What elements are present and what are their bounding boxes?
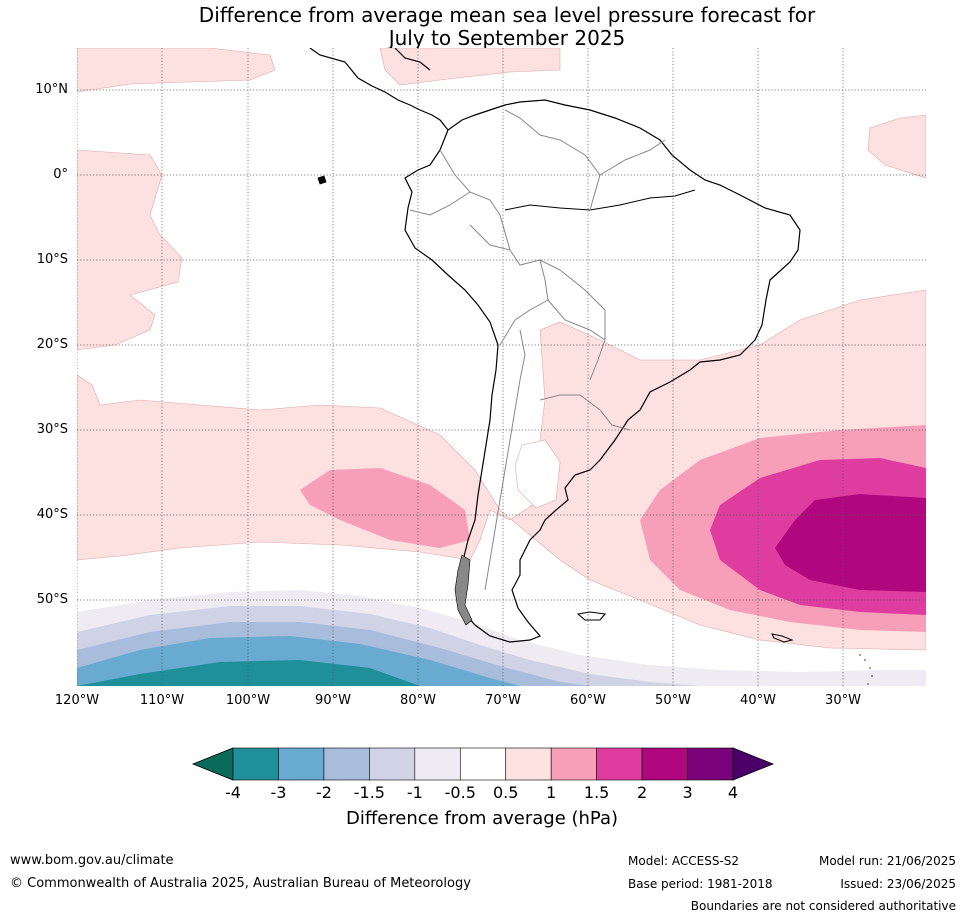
model-name: Model: ACCESS-S2 [628,854,740,868]
colorbar-cell [278,747,325,781]
galapagos-islands [317,175,327,185]
model-run-date: Model run: 21/06/2025 [818,854,956,868]
colorbar-tick-label: 1.5 [583,783,610,802]
country-borders [409,109,666,591]
lon-label-60w: 60°W [570,693,606,708]
title-line-1: Difference from average mean sea level p… [198,3,816,27]
central-america-coastline [309,48,449,131]
colorbar-tick-label: 0.5 [492,783,519,802]
lat-label-10s: 10°S [36,252,68,267]
lon-label-50w: 50°W [655,693,691,708]
anomaly-region-pink-equatorial-atlantic [867,114,926,179]
boundary-disclaimer: Boundaries are not considered authoritat… [690,899,956,913]
colorbar-cell [414,747,461,781]
colorbar-tick-label: -2 [315,783,332,802]
chile-fjords [454,554,473,626]
lon-label-90w: 90°W [315,693,351,708]
colorbar-cell [641,747,688,781]
lon-label-100w: 100°W [225,693,271,708]
base-period: Base period: 1981-2018 [628,877,773,891]
colorbar-tick-label: -4 [225,783,241,802]
anomaly-region-white-argentina [514,439,561,509]
lat-label-0: 0° [53,167,68,182]
falkland-islands [576,611,607,621]
colorbar-tick-label: -3 [270,783,287,802]
colorbar-tick-label: 1 [546,783,557,802]
south-georgia [771,633,794,643]
title-line-2: July to September 2025 [388,26,626,50]
pressure-anomaly-map [77,48,926,686]
issued-date: Issued: 23/06/2025 [840,877,956,891]
colorbar-arrow-low [191,747,234,781]
colorbar-cell [550,747,597,781]
lon-label-40w: 40°W [740,693,776,708]
lat-label-30s: 30°S [36,422,68,437]
colorbar-cell [687,747,734,781]
colorbar-tick-label: -0.5 [444,783,476,802]
colorbar [191,747,775,781]
copyright-text: © Commonwealth of Australia 2025, Austra… [10,876,471,891]
colorbar-tick-label: -1 [406,783,423,802]
colorbar-cell [323,747,370,781]
graticule [77,48,926,686]
south-america-coastline [404,99,801,643]
colorbar-cell [596,747,643,781]
lon-label-120w: 120°W [54,693,100,708]
south-sandwich-islands [859,654,873,685]
lat-label-10n: 10°N [35,82,68,97]
anomaly-region-deep-magenta [775,494,926,592]
lat-label-20s: 20°S [36,337,68,352]
colorbar-cell [459,747,507,781]
colorbar-cell [505,747,552,781]
lat-label-50s: 50°S [36,592,68,607]
colorbar-tick-label: -1.5 [353,783,385,802]
anomaly-band-minus-3 [77,660,420,686]
lon-label-80w: 80°W [400,693,436,708]
colorbar-arrow-high [732,747,775,781]
anomaly-region-pink-east-pacific [77,149,183,351]
colorbar-tick-label: 2 [636,783,648,802]
website-link[interactable]: www.bom.gov.au/climate [10,853,174,868]
lon-label-30w: 30°W [825,693,861,708]
anomaly-region-pink-chile [300,468,470,548]
lon-label-70w: 70°W [485,693,521,708]
amazon-river [504,189,696,211]
colorbar-cell [232,747,279,781]
map-title: Difference from average mean sea level p… [0,4,965,50]
anomaly-region-pink-caribbean [379,48,561,86]
lon-label-110w: 110°W [139,693,185,708]
colorbar-cells [232,747,734,781]
anomaly-region-pink-northwest [77,48,276,93]
lat-label-40s: 40°S [36,507,68,522]
colorbar-tick-label: 3 [682,783,693,802]
colorbar-cell [369,747,416,781]
colorbar-tick-label: 4 [727,783,739,802]
colorbar-label: Difference from average (hPa) [345,808,619,829]
